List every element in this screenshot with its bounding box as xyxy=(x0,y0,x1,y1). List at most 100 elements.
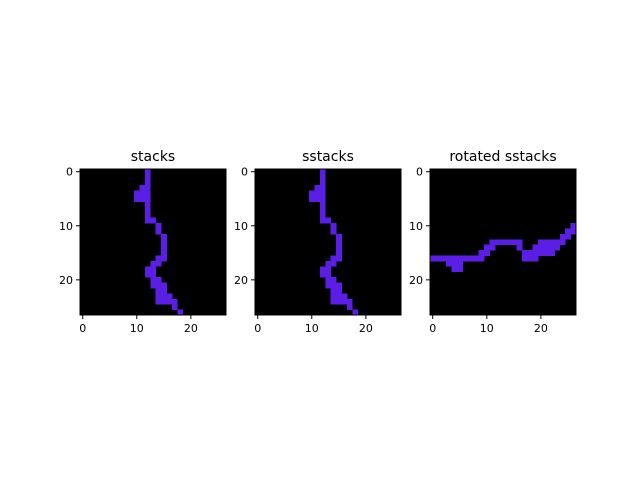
sstacks-pixel xyxy=(341,298,348,305)
sstacks-pixel xyxy=(319,206,326,213)
sstacks-pixel xyxy=(319,169,326,175)
stacks-image-background xyxy=(80,169,226,315)
stacks-ytick-label: 0 xyxy=(66,166,73,179)
stacks-pixel xyxy=(139,185,146,192)
stacks-pixel xyxy=(166,293,173,300)
rotated-sstacks-pixel xyxy=(554,239,561,246)
stacks-pixel xyxy=(144,179,151,186)
rotated-sstacks-pixel xyxy=(554,244,561,251)
rotated-sstacks-pixel xyxy=(527,255,534,262)
stacks-pixel xyxy=(144,201,151,208)
rotated-sstacks-pixel xyxy=(548,244,555,251)
stacks-ytick-label: 20 xyxy=(59,274,73,287)
sstacks-pixel xyxy=(330,255,337,262)
stacks-xtick-label: 20 xyxy=(184,322,198,335)
rotated-sstacks-pixel xyxy=(516,244,523,251)
stacks-pixel xyxy=(144,169,151,175)
rotated-sstacks-pixel xyxy=(516,239,523,246)
sstacks-pixel xyxy=(330,260,337,267)
rotated-sstacks-pixel xyxy=(451,255,458,262)
rotated-sstacks-pixel xyxy=(532,255,539,262)
sstacks-pixel xyxy=(309,196,315,202)
rotated-sstacks-pixel xyxy=(484,244,490,251)
stacks-pixel xyxy=(161,233,167,240)
sstacks-pixel xyxy=(325,266,332,273)
sstacks-axes-frame xyxy=(254,168,402,316)
sstacks-pixel xyxy=(346,304,353,310)
rotated-sstacks-pixel xyxy=(451,266,458,273)
stacks-pixel xyxy=(144,206,151,213)
stacks-pixel xyxy=(150,260,157,267)
rotated-sstacks-pixel xyxy=(478,250,485,256)
sstacks-pixel xyxy=(325,282,332,289)
rotated-sstacks-title: rotated sstacks xyxy=(449,149,556,165)
sstacks-pixel xyxy=(330,298,337,305)
stacks-pixel xyxy=(144,185,151,192)
rotated-sstacks-pixel xyxy=(543,250,550,256)
rotated-sstacks-pixel xyxy=(500,239,507,246)
stacks-pixel xyxy=(161,298,167,305)
sstacks-pixel xyxy=(325,271,332,278)
sstacks-pixel xyxy=(325,260,332,267)
sstacks-pixel xyxy=(336,287,342,294)
rotated-sstacks-pixel xyxy=(446,260,453,267)
rotated-sstacks-pixel xyxy=(532,250,539,256)
rotated-sstacks-pixel xyxy=(505,239,512,246)
rotated-sstacks-pixel xyxy=(565,228,571,235)
sstacks-pixel xyxy=(341,293,348,300)
stacks-pixel xyxy=(166,298,173,305)
stacks-pixel xyxy=(161,282,167,289)
stacks-title: stacks xyxy=(131,149,175,165)
sstacks-pixel xyxy=(352,309,359,316)
rotated-sstacks-pixel xyxy=(430,255,436,262)
rotated-sstacks-pixel xyxy=(532,244,539,251)
rotated-sstacks-ytick-label: 0 xyxy=(416,166,423,179)
stacks-pixel xyxy=(171,298,178,305)
rotated-sstacks-pixel xyxy=(538,250,544,256)
rotated-sstacks-axes-frame xyxy=(429,168,577,316)
rotated-sstacks-pixel xyxy=(435,255,442,262)
stacks-xtick-label: 0 xyxy=(79,322,86,335)
rotated-sstacks-pixel xyxy=(511,239,517,246)
stacks-pixel xyxy=(161,255,167,262)
sstacks-ytick-label: 20 xyxy=(234,274,248,287)
rotated-sstacks-xtick-label: 0 xyxy=(429,322,436,335)
stacks-pixel xyxy=(177,309,184,316)
stacks-pixel xyxy=(144,196,151,202)
sstacks-pixel xyxy=(336,255,342,262)
rotated-sstacks-pixel xyxy=(538,239,544,246)
rotated-sstacks-pixel xyxy=(570,228,577,235)
rotated-sstacks-xtick-label: 10 xyxy=(480,322,494,335)
stacks-pixel xyxy=(150,266,157,273)
sstacks-panel: sstacks 0 10 20 0 10 20 xyxy=(234,149,402,335)
sstacks-pixel xyxy=(319,217,326,224)
rotated-sstacks-pixel xyxy=(548,239,555,246)
stacks-pixel xyxy=(155,277,162,283)
stacks-pixel xyxy=(161,293,167,300)
sstacks-pixel xyxy=(336,233,342,240)
stacks-pixel xyxy=(155,260,162,267)
sstacks-pixel xyxy=(319,212,326,219)
sstacks-pixel xyxy=(309,190,315,197)
sstacks-pixel xyxy=(319,179,326,186)
stacks-pixel xyxy=(150,271,157,278)
sstacks-xtick-label: 10 xyxy=(305,322,319,335)
stacks-pixel xyxy=(150,282,157,289)
stacks-pixel xyxy=(134,190,140,197)
sstacks-pixel xyxy=(325,217,332,224)
stacks-pixel xyxy=(150,277,157,283)
sstacks-pixel xyxy=(319,190,326,197)
sstacks-pixel xyxy=(330,282,337,289)
sstacks-pixel xyxy=(336,282,342,289)
stacks-ytick-label: 10 xyxy=(59,220,73,233)
sstacks-pixel xyxy=(330,277,337,283)
rotated-sstacks-pixel xyxy=(462,255,469,262)
stacks-pixel xyxy=(155,223,162,229)
sstacks-pixel xyxy=(336,298,342,305)
sstacks-pixel xyxy=(319,185,326,192)
rotated-sstacks-pixel xyxy=(467,255,474,262)
sstacks-ytick-label: 0 xyxy=(241,166,248,179)
stacks-axes-frame xyxy=(79,168,227,316)
sstacks-image-background xyxy=(255,169,401,315)
stacks-pixel xyxy=(161,244,167,251)
